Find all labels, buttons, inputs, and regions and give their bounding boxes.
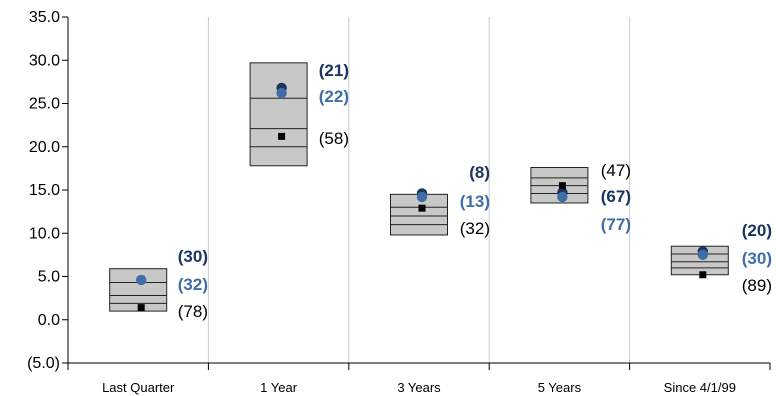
- series-2-point: [418, 204, 426, 212]
- x-tick-label: 1 Year: [260, 380, 298, 395]
- rank-label: (8): [469, 163, 490, 182]
- x-tick-label: Last Quarter: [102, 380, 175, 395]
- series-1-point: [416, 191, 428, 203]
- y-tick-label: 25.0: [29, 96, 60, 113]
- y-tick-label: 30.0: [29, 52, 60, 69]
- rank-label: (21): [319, 61, 349, 80]
- series-2-point: [278, 132, 286, 140]
- series-1-point: [557, 191, 568, 203]
- series-2-point: [137, 304, 145, 312]
- rank-label: (78): [178, 302, 208, 321]
- x-tick-label: 5 Years: [538, 380, 582, 395]
- rank-label: (32): [460, 219, 490, 238]
- y-tick-label: 0.0: [38, 312, 60, 329]
- y-ticks: (5.0) 0.0 5.0 10.0 15.0 20.0 25.0 30.0 35.0: [27, 9, 68, 372]
- rank-label: (89): [742, 276, 772, 295]
- series-1-point: [697, 249, 708, 261]
- percentile-box: [249, 62, 308, 167]
- x-ticks: Last Quarter 1 Year 3 Years 5 Years Since 4/…: [67, 363, 771, 395]
- vertical-gridlines: [207, 17, 631, 363]
- rank-label: (47): [601, 161, 631, 180]
- rank-label: (30): [742, 249, 772, 268]
- rank-label: (20): [742, 221, 772, 240]
- rank-label: (58): [319, 129, 349, 148]
- rank-label: (22): [319, 87, 349, 106]
- percentile-boxes: [109, 62, 729, 312]
- y-tick-label: 20.0: [29, 139, 60, 156]
- rank-labels: (30) (21) (8) (67) (20) (32) (22) (13) (77) (30) (…: [178, 61, 772, 321]
- rank-label: (67): [601, 187, 631, 206]
- x-tick-label: Since 4/1/99: [664, 380, 736, 395]
- series-1-point: [136, 274, 147, 286]
- y-tick-label: 15.0: [29, 182, 60, 199]
- y-tick-label: (5.0): [27, 355, 60, 372]
- rank-label: (13): [460, 192, 490, 211]
- y-tick-label: 10.0: [29, 225, 60, 242]
- y-tick-label: 5.0: [38, 269, 60, 286]
- series-2-point: [699, 271, 707, 279]
- series-markers: [136, 82, 708, 312]
- x-tick-label: 3 Years: [397, 380, 441, 395]
- rank-label: (77): [601, 215, 631, 234]
- rank-label: (30): [178, 247, 208, 266]
- series-1-point: [276, 87, 287, 99]
- rank-label: (32): [178, 275, 208, 294]
- y-tick-label: 35.0: [29, 9, 60, 26]
- series-2-point: [558, 182, 566, 190]
